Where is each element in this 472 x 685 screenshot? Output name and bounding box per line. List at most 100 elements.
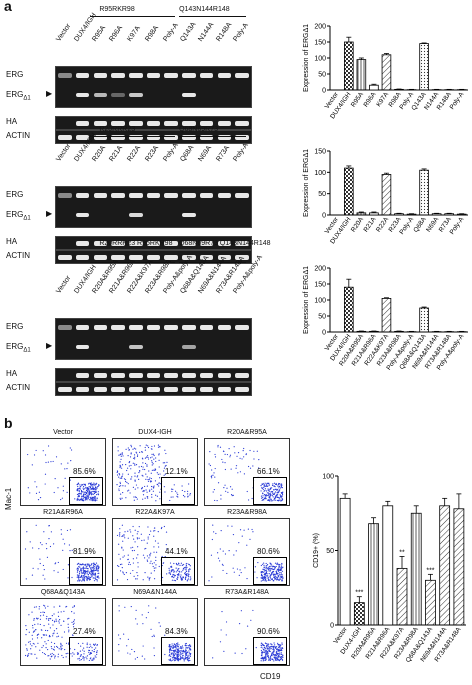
facs-event	[128, 489, 130, 491]
facs-event	[93, 500, 95, 502]
facs-event	[281, 647, 284, 649]
facs-event	[151, 493, 153, 496]
facs-event	[121, 497, 123, 499]
facs-event	[274, 659, 276, 661]
facs-event	[254, 566, 257, 568]
facs-event	[60, 647, 62, 649]
facs-event	[184, 578, 187, 581]
facs-event	[48, 634, 51, 637]
facs-event	[278, 566, 280, 568]
y-axis-label: Expression of ERGΔ1	[303, 266, 310, 334]
facs-event	[173, 658, 175, 661]
facs-event	[146, 465, 148, 467]
facs-event	[268, 484, 270, 486]
facs-event	[209, 451, 211, 453]
facs-event	[78, 490, 80, 493]
facs-event	[264, 489, 266, 492]
facs-event	[119, 461, 121, 463]
facs-event	[87, 497, 89, 499]
facs-event	[92, 497, 94, 499]
facs-event	[189, 568, 191, 570]
facs-event	[135, 448, 137, 450]
facs-event	[271, 653, 273, 655]
facs-event	[82, 655, 84, 658]
facs-event	[172, 647, 174, 650]
facs-event	[172, 652, 174, 654]
facs-event	[266, 573, 268, 575]
facs-event	[180, 656, 182, 658]
facs-event	[84, 487, 86, 490]
facs-event	[164, 634, 166, 636]
facs-event	[237, 472, 239, 474]
facs-event	[268, 649, 270, 651]
facs-event	[153, 634, 155, 636]
bar	[419, 307, 429, 333]
facs-plot: R73A&R148A 90.6%	[204, 589, 290, 666]
facs-event	[35, 449, 37, 452]
facs-event	[189, 644, 191, 646]
facs-event	[132, 546, 134, 548]
facs-event	[277, 483, 279, 486]
facs-event	[84, 573, 86, 576]
facs-event	[119, 535, 121, 537]
bar	[394, 213, 404, 216]
facs-event	[275, 499, 277, 501]
facs-event	[92, 487, 95, 489]
bar	[344, 286, 354, 333]
facs-event	[158, 453, 160, 455]
facs-event	[174, 645, 176, 648]
facs-event	[265, 647, 267, 649]
facs-event	[56, 636, 58, 638]
facs-event	[222, 569, 224, 572]
facs-event	[186, 580, 188, 582]
facs-event	[271, 500, 273, 502]
facs-event	[31, 464, 33, 466]
facs-event	[77, 496, 79, 498]
facs-event	[151, 488, 153, 490]
facs-event	[173, 650, 175, 652]
facs-event	[122, 549, 124, 551]
facs-event	[131, 476, 133, 478]
facs-event	[153, 567, 155, 569]
facs-event	[163, 467, 166, 469]
facs-event	[275, 570, 277, 573]
facs-event	[81, 483, 83, 486]
facs-event	[47, 618, 50, 620]
facs-event	[177, 658, 179, 660]
facs-event	[57, 615, 60, 617]
facs-event	[96, 653, 98, 656]
facs-event	[127, 563, 130, 565]
facs-event	[29, 492, 31, 494]
facs-event	[278, 644, 280, 646]
facs-event	[276, 573, 278, 575]
facs-event	[96, 497, 98, 499]
y-tick-label: 0	[330, 623, 334, 630]
facs-event	[277, 576, 279, 578]
facs-event	[42, 611, 44, 613]
facs-event	[93, 566, 95, 568]
blot-band	[93, 325, 108, 330]
facs-event	[64, 648, 66, 651]
facs-event	[172, 659, 174, 661]
facs-event	[223, 650, 225, 652]
facs-event	[82, 642, 84, 644]
facs-event	[80, 654, 82, 656]
facs-event	[181, 489, 183, 492]
facs-event	[170, 660, 172, 662]
facs-event	[96, 650, 98, 652]
facs-event	[265, 572, 268, 574]
facs-event	[189, 655, 191, 658]
blot-band	[235, 240, 249, 246]
facs-event	[83, 647, 85, 649]
facs-event	[35, 524, 37, 526]
facs-event	[181, 657, 183, 659]
blot-band	[164, 325, 178, 330]
blot-band	[93, 386, 108, 392]
facs-scatter	[208, 524, 284, 582]
facs-event	[65, 606, 67, 608]
facs-event	[78, 499, 80, 501]
facs-event	[92, 658, 94, 660]
blot-row-label-delta: ERGΔ1	[6, 90, 31, 102]
facs-event	[144, 485, 146, 488]
facs-event	[267, 485, 269, 488]
